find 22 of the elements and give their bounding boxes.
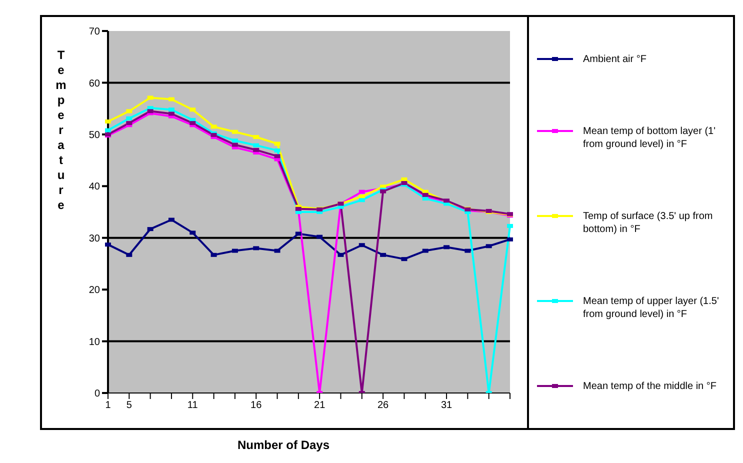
x-tick-label: 21 [314,400,326,412]
x-axis-title: Number of Days [236,438,331,452]
y-tick-label: 30 [88,233,100,244]
y-tick-label: 10 [88,336,100,348]
y-tick-label: 20 [88,285,100,296]
y-tick-label: 50 [88,130,100,141]
y-tick-label: 40 [88,182,100,193]
legend-label: Mean temp of upper layer (1.5' from ground level) in °F [583,294,720,320]
legend-label: Ambient air °F [583,52,646,66]
legend-label: Temp of surface (3.5' up from bottom) in °F [583,210,714,236]
y-tick-label: 60 [88,78,100,90]
legend-label: Mean temp of the middle in °F [583,380,717,392]
x-tick-label: 31 [440,400,453,412]
y-tick-label: 0 [94,388,100,400]
x-tick-label: 11 [187,400,198,412]
y-axis-title: Temperature [54,48,68,213]
x-tick-label: 5 [126,400,132,412]
x-tick-label: 1 [105,400,112,412]
x-tick-label: 26 [377,400,390,412]
x-tick-label: 16 [250,400,262,412]
legend-label: Mean temp of bottom layer (1' from ground level) in °F [583,124,717,150]
y-tick-label: 70 [88,26,100,38]
